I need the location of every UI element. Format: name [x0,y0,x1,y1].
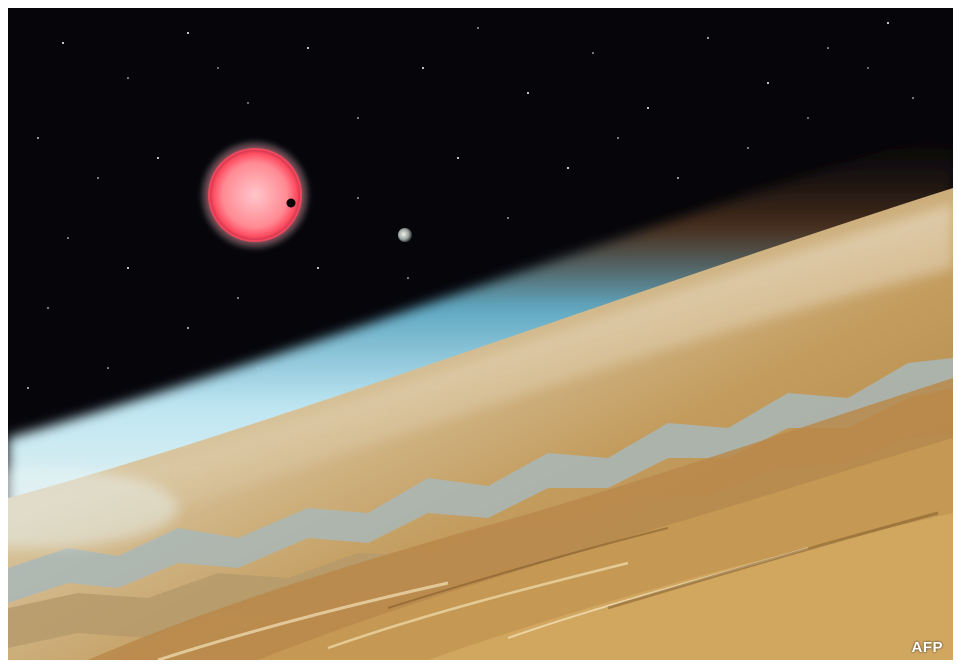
haze-layer [8,203,953,568]
distant-planet [398,228,412,242]
exoplanet-scene: AFP [8,8,953,660]
red-dwarf-star [199,139,311,251]
foreground-terrain [88,378,953,660]
photo-credit: AFP [911,639,943,656]
horizon-glow [8,468,178,548]
transiting-planet [286,198,296,208]
scene-illustration [8,8,953,660]
